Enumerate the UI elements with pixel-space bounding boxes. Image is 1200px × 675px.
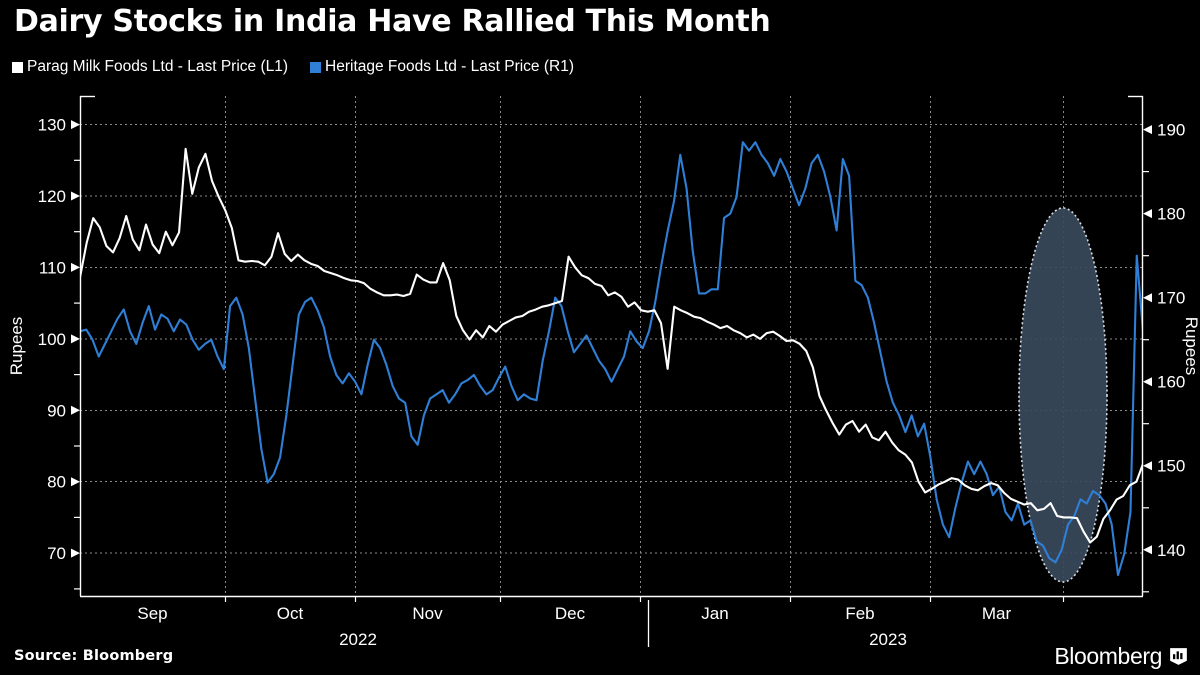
series-line-heritage-foods — [80, 141, 1143, 577]
tick-marker-left — [71, 477, 80, 487]
tick-label-right: 150 — [1157, 457, 1185, 476]
left-axis-ticks: 70 80 90 100 110 120 130 — [38, 116, 80, 590]
chart-legend: Parag Milk Foods Ltd - Last Price (L1) H… — [12, 58, 574, 76]
legend-item-heritage-foods: Heritage Foods Ltd - Last Price (R1) — [310, 58, 574, 76]
x-axis-month-label: Feb — [845, 604, 874, 623]
tick-marker-right — [1143, 377, 1152, 387]
horizontal-gridlines — [80, 124, 1143, 554]
tick-label-right: 180 — [1157, 205, 1185, 224]
x-axis-month-label: Jan — [701, 604, 728, 623]
x-axis-month-labels: Sep Oct Nov Dec Jan Feb Mar — [137, 604, 1011, 623]
tick-marker-right — [1143, 125, 1152, 135]
legend-swatch-blue-icon — [310, 61, 322, 73]
legend-swatch-white-icon — [12, 61, 23, 73]
tick-label-left: 110 — [39, 258, 66, 277]
tick-marker-left — [71, 405, 80, 415]
x-axis-month-label: Oct — [277, 604, 304, 623]
right-axis-title: Rupees — [1182, 317, 1200, 376]
tick-label-right: 190 — [1157, 121, 1185, 140]
x-axis-year-labels: 2022 2023 — [339, 630, 907, 649]
legend-label-parag-milk: Parag Milk Foods Ltd - Last Price (L1) — [27, 58, 289, 75]
highlight-ellipse-annotation — [1018, 207, 1108, 583]
tick-label-right: 160 — [1157, 373, 1185, 392]
bloomberg-logo-icon — [1170, 648, 1187, 665]
tick-marker-left — [71, 334, 80, 344]
x-axis-month-label: Dec — [555, 604, 586, 623]
page-title: Dairy Stocks in India Have Rallied This … — [14, 4, 771, 39]
x-axis-month-label: Mar — [982, 604, 1012, 623]
tick-marker-right — [1143, 209, 1152, 219]
series-line-parag-milk — [80, 147, 1143, 544]
tick-label-left: 90 — [47, 401, 66, 420]
tick-marker-right — [1143, 293, 1152, 303]
legend-item-parag-milk: Parag Milk Foods Ltd - Last Price (L1) — [12, 58, 288, 76]
bloomberg-brand: Bloomberg — [1054, 643, 1188, 670]
tick-marker-right — [1143, 461, 1152, 471]
x-axis-year-label: 2022 — [339, 630, 377, 649]
tick-label-right: 170 — [1157, 289, 1185, 308]
right-axis-ticks: 140 150 160 170 180 190 — [1143, 121, 1185, 593]
source-note: Source: Bloomberg — [14, 648, 174, 664]
tick-marker-left — [71, 548, 80, 558]
tick-label-left: 80 — [47, 473, 66, 492]
legend-label-heritage-foods: Heritage Foods Ltd - Last Price (R1) — [325, 58, 574, 75]
left-axis-title: Rupees — [7, 317, 26, 376]
tick-label-left: 100 — [38, 330, 66, 349]
bottom-axis-ticks — [224, 596, 1065, 602]
brand-label: Bloomberg — [1054, 643, 1162, 669]
tick-label-left: 120 — [38, 187, 66, 206]
tick-label-right: 140 — [1157, 541, 1185, 560]
tick-marker-left — [71, 191, 80, 201]
x-axis-month-label: Sep — [137, 604, 167, 623]
tick-label-left: 130 — [38, 116, 66, 135]
tick-marker-left — [71, 262, 80, 272]
tick-label-left: 70 — [47, 544, 66, 563]
x-axis-month-label: Nov — [412, 604, 443, 623]
tick-marker-right — [1143, 545, 1152, 555]
x-axis-year-label: 2023 — [869, 630, 907, 649]
tick-marker-left — [71, 120, 80, 130]
